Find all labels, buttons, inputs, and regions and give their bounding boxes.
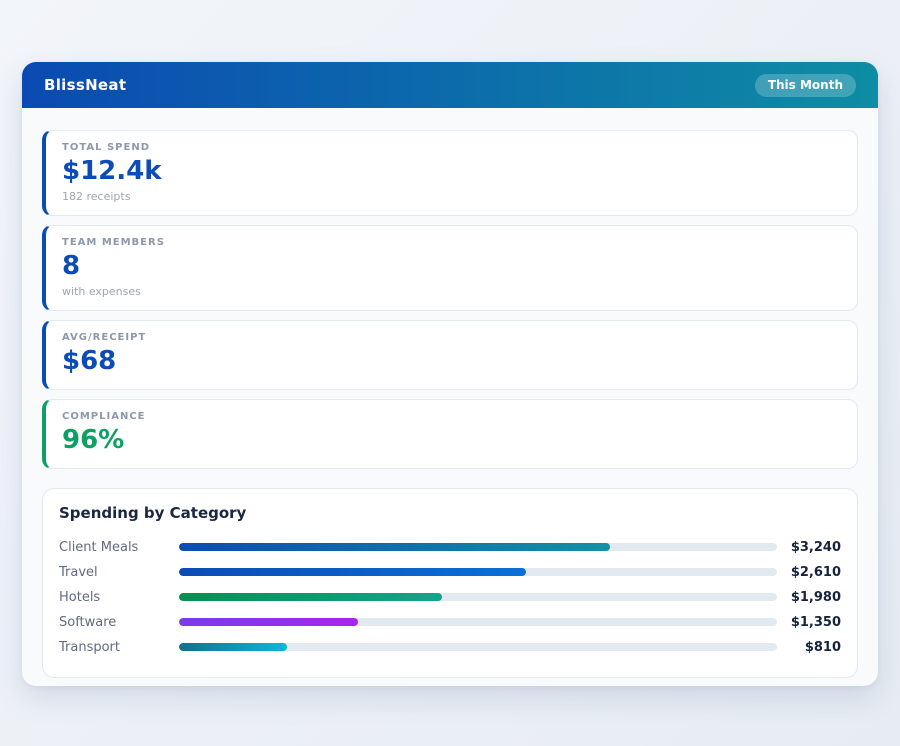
app-header: BlissNeat This Month (22, 62, 878, 108)
category-label: Hotels (59, 589, 101, 605)
stat-value: $68 (62, 345, 117, 376)
category-bar-track (179, 543, 777, 552)
category-label: Client Meals (59, 539, 139, 555)
category-rows: Client Meals $3,240 Travel $2,610 Hotels $1,9… (59, 535, 841, 660)
stat-card-avg-receipt: AVG/RECEIPT $68 (42, 319, 858, 390)
category-label: Software (59, 614, 117, 630)
category-bar-fill (179, 593, 443, 602)
category-bar-fill (179, 643, 287, 652)
category-value: $2,610 (790, 564, 841, 580)
chart-title: Spending by Category (59, 503, 247, 522)
stats-list: TOTAL SPEND $12.4k 182 receipts TEAM MEMBER… (42, 130, 858, 469)
stat-label: COMPLIANCE (62, 410, 146, 422)
category-bar-track (179, 593, 777, 602)
app-title: BlissNeat (44, 76, 127, 94)
category-value: $1,980 (790, 589, 841, 605)
category-bar-track (179, 643, 777, 652)
stat-value: 96% (62, 424, 125, 455)
category-value: $3,240 (790, 539, 841, 555)
category-label: Transport (59, 639, 121, 655)
category-bar-fill (179, 543, 610, 552)
category-row-client-meals: Client Meals $3,240 (59, 535, 841, 560)
stat-card-team-members: TEAM MEMBERS 8 with expenses (42, 224, 858, 311)
dashboard-panel: BlissNeat This Month TOTAL SPEND $12.4k 18… (22, 62, 878, 686)
spending-chart-card: Spending by Category Client Meals $3,240 T… (42, 487, 858, 678)
stat-label: TEAM MEMBERS (62, 236, 165, 248)
stat-card-total-spend: TOTAL SPEND $12.4k 182 receipts (42, 130, 858, 216)
stat-value: $12.4k (62, 156, 162, 186)
category-bar-fill (179, 618, 359, 627)
stat-card-compliance: COMPLIANCE 96% (42, 398, 858, 469)
category-value: $810 (804, 639, 841, 655)
category-value: $1,350 (790, 614, 841, 630)
category-bar-track (179, 618, 777, 627)
stat-label: TOTAL SPEND (62, 142, 150, 153)
stat-subtext: 182 receipts (62, 189, 131, 203)
stat-value: 8 (62, 250, 81, 281)
stat-subtext: with expenses (62, 284, 141, 298)
category-row-travel: Travel $2,610 (59, 560, 841, 585)
dashboard-body: TOTAL SPEND $12.4k 182 receipts TEAM MEMBER… (22, 108, 878, 698)
category-bar-track (179, 568, 777, 577)
stat-label: AVG/RECEIPT (62, 331, 147, 343)
category-row-transport: Transport $810 (59, 635, 841, 660)
category-row-hotels: Hotels $1,980 (59, 585, 841, 610)
period-badge[interactable]: This Month (754, 73, 856, 97)
category-row-software: Software $1,350 (59, 610, 841, 635)
category-bar-fill (179, 568, 526, 577)
category-label: Travel (59, 564, 98, 580)
